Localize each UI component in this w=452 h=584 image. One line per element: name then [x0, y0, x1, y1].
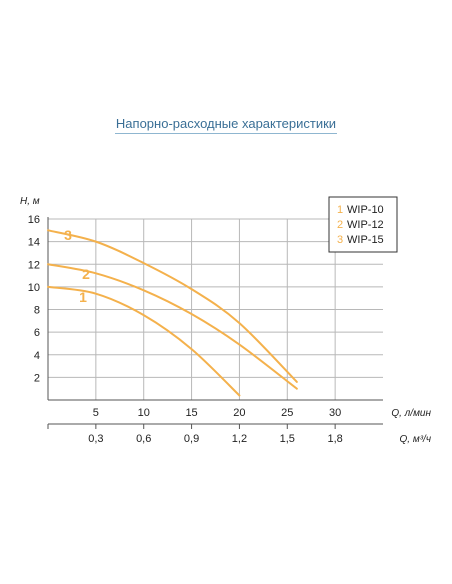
y-tick-label: 12: [28, 259, 40, 271]
y-tick-label: 16: [28, 214, 40, 226]
legend-number: 1: [337, 204, 343, 216]
series-label-2: 2: [82, 266, 90, 282]
x2-tick-label: 0,6: [136, 433, 151, 445]
x-tick-label: 5: [93, 407, 99, 419]
legend-number: 2: [337, 219, 343, 231]
grid: [48, 218, 383, 400]
x2-tick-label: 0,9: [184, 433, 199, 445]
series-label-1: 1: [79, 289, 87, 305]
series-line-wip-12: [47, 263, 298, 390]
x2-tick-label: 1,8: [327, 433, 342, 445]
x2-axis-title: Q, м³/ч: [400, 434, 431, 445]
chart-title: Напорно-расходные характеристики: [115, 116, 337, 131]
y-tick-label: 4: [34, 350, 40, 362]
x2-tick-label: 1,5: [280, 433, 295, 445]
series-line-wip-15: [47, 229, 298, 383]
legend: 1 WIP-10 2 WIP-12 3 WIP-15: [328, 196, 398, 253]
series-label-3: 3: [64, 227, 72, 243]
x-axis-title: Q, л/мин: [391, 408, 431, 419]
legend-entry: WIP-12: [347, 219, 384, 231]
legend-entry: WIP-15: [347, 234, 384, 246]
x2-tick-label: 1,2: [232, 433, 247, 445]
y-tick-label: 2: [34, 372, 40, 384]
y-tick-label: 10: [28, 282, 40, 294]
y-tick-label: 14: [28, 237, 40, 249]
x-tick-label: 15: [185, 407, 197, 419]
y-axis-title: H, м: [20, 196, 40, 207]
x-tick-label: 30: [329, 407, 341, 419]
legend-box: [328, 196, 398, 253]
y-tick-label: 6: [34, 327, 40, 339]
legend-number: 3: [337, 234, 343, 246]
y-tick-label: 8: [34, 305, 40, 317]
series-line-wip-10: [47, 285, 241, 397]
x-tick-label: 20: [233, 407, 245, 419]
x-tick-label: 10: [138, 407, 150, 419]
legend-entry: WIP-10: [347, 204, 384, 216]
x-tick-label: 25: [281, 407, 293, 419]
x2-tick-label: 0,3: [88, 433, 103, 445]
series: 1 2 3: [47, 227, 298, 397]
title-underline: [115, 133, 337, 134]
